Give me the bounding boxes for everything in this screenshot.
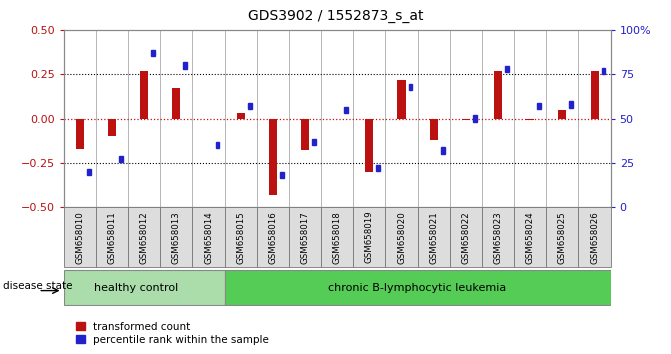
Bar bbox=[344, 107, 348, 113]
Bar bbox=[578, 207, 611, 267]
Bar bbox=[385, 207, 417, 267]
Text: GSM658025: GSM658025 bbox=[558, 211, 567, 264]
Bar bbox=[76, 119, 84, 149]
Bar bbox=[225, 270, 611, 306]
Bar bbox=[526, 119, 534, 120]
Bar bbox=[151, 50, 155, 56]
Bar bbox=[289, 207, 321, 267]
Text: GSM658013: GSM658013 bbox=[172, 211, 181, 264]
Bar bbox=[312, 138, 316, 145]
Bar bbox=[87, 169, 91, 175]
Text: GSM658016: GSM658016 bbox=[268, 211, 277, 264]
Bar bbox=[450, 207, 482, 267]
Text: GSM658015: GSM658015 bbox=[236, 211, 245, 264]
Bar bbox=[376, 165, 380, 171]
Bar bbox=[494, 71, 502, 119]
Bar bbox=[473, 115, 477, 122]
Bar bbox=[514, 207, 546, 267]
Bar bbox=[248, 103, 252, 109]
Bar bbox=[215, 142, 219, 148]
Bar bbox=[96, 207, 128, 267]
Bar bbox=[64, 270, 225, 306]
Bar bbox=[537, 103, 541, 109]
Bar bbox=[64, 207, 96, 267]
Bar bbox=[353, 207, 385, 267]
Bar bbox=[558, 110, 566, 119]
Bar bbox=[237, 113, 245, 119]
Bar bbox=[108, 119, 116, 136]
Text: GSM658010: GSM658010 bbox=[75, 211, 85, 264]
Text: GSM658021: GSM658021 bbox=[429, 211, 438, 264]
Bar bbox=[257, 207, 289, 267]
Legend: transformed count, percentile rank within the sample: transformed count, percentile rank withi… bbox=[72, 318, 273, 349]
Bar bbox=[505, 66, 509, 72]
Text: GSM658024: GSM658024 bbox=[525, 211, 535, 264]
Bar bbox=[193, 207, 225, 267]
Bar bbox=[225, 207, 257, 267]
Text: GSM658026: GSM658026 bbox=[590, 211, 599, 264]
Bar bbox=[462, 119, 470, 120]
Bar bbox=[128, 207, 160, 267]
Text: GSM658012: GSM658012 bbox=[140, 211, 149, 264]
Text: GSM658019: GSM658019 bbox=[365, 211, 374, 263]
Text: GSM658011: GSM658011 bbox=[107, 211, 117, 264]
Bar bbox=[590, 71, 599, 119]
Bar bbox=[429, 119, 437, 140]
Bar bbox=[119, 156, 123, 162]
Bar bbox=[172, 88, 180, 119]
Bar bbox=[280, 172, 284, 178]
Text: disease state: disease state bbox=[3, 281, 73, 291]
Bar bbox=[409, 84, 413, 90]
Text: GSM658023: GSM658023 bbox=[493, 211, 503, 264]
Text: GSM658020: GSM658020 bbox=[397, 211, 406, 264]
Bar bbox=[269, 119, 277, 195]
Bar bbox=[321, 207, 353, 267]
Bar bbox=[441, 147, 445, 154]
Text: GDS3902 / 1552873_s_at: GDS3902 / 1552873_s_at bbox=[248, 9, 423, 23]
Bar bbox=[160, 207, 193, 267]
Text: GSM658014: GSM658014 bbox=[204, 211, 213, 264]
Bar bbox=[365, 119, 373, 172]
Bar bbox=[546, 207, 578, 267]
Bar bbox=[183, 62, 187, 69]
Bar bbox=[301, 119, 309, 150]
Bar bbox=[570, 101, 573, 108]
Bar bbox=[397, 80, 405, 119]
Bar bbox=[482, 207, 514, 267]
Text: GSM658022: GSM658022 bbox=[462, 211, 470, 264]
Text: GSM658018: GSM658018 bbox=[333, 211, 342, 264]
Text: healthy control: healthy control bbox=[94, 282, 178, 293]
Bar bbox=[602, 68, 605, 74]
Text: GSM658017: GSM658017 bbox=[301, 211, 309, 264]
Text: chronic B-lymphocytic leukemia: chronic B-lymphocytic leukemia bbox=[329, 282, 507, 293]
Bar bbox=[140, 71, 148, 119]
Bar bbox=[417, 207, 450, 267]
